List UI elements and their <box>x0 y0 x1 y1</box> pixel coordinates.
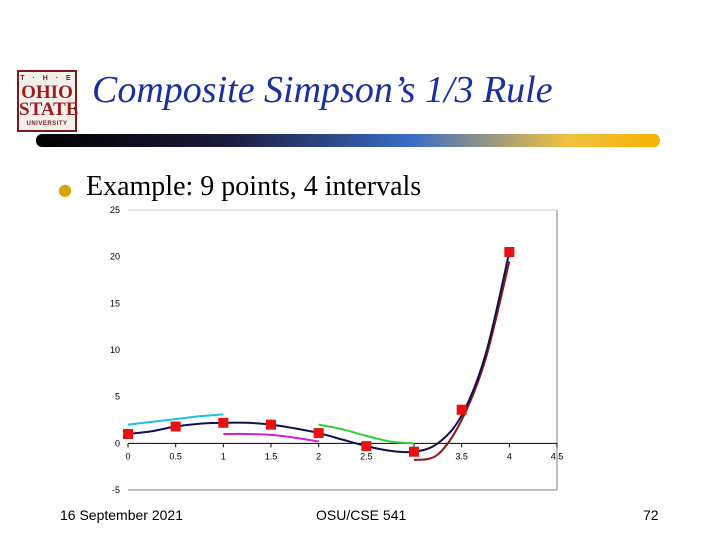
x-tick-label: 4.5 <box>551 451 564 461</box>
y-tick-label: 20 <box>110 252 120 262</box>
x-tick-label: 3.5 <box>455 451 468 461</box>
x-tick-label: 2 <box>316 451 321 461</box>
data-point <box>504 247 515 257</box>
data-point <box>313 428 324 439</box>
data-point <box>218 417 229 428</box>
logo-top-text: T · H · E <box>20 75 74 82</box>
data-point <box>266 419 276 430</box>
university-logo: T · H · E OHIO STATE UNIVERSITY <box>17 70 79 132</box>
y-tick-label: -5 <box>112 485 120 495</box>
x-tick-label: 4 <box>507 451 512 461</box>
bullet-icon: ● <box>58 180 72 199</box>
y-tick-label: 15 <box>110 298 120 308</box>
title-underline-bar <box>36 134 660 147</box>
series-line <box>413 261 511 462</box>
series-line <box>127 413 224 426</box>
simpson-chart: -5 0 5 10 15 20 25 0 0.5 1 1.5 2 2.5 3.5 4 4.5 <box>110 205 564 495</box>
logo-line1: OHIO <box>21 82 73 103</box>
footer-course: OSU/CSE 541 <box>316 507 407 523</box>
y-tick-label: 5 <box>115 392 120 402</box>
x-tick-label: 1.5 <box>265 451 278 461</box>
y-tick-label: 0 <box>115 438 120 448</box>
series-line <box>127 251 511 454</box>
data-point <box>361 441 372 452</box>
slide-title: Composite Simpson’s 1/3 Rule <box>92 69 553 111</box>
data-point <box>456 404 467 415</box>
x-tick-label: 0.5 <box>169 451 182 461</box>
x-tick-label: 2.5 <box>360 451 373 461</box>
footer-date: 16 September 2021 <box>60 507 183 523</box>
x-tick-label: 0 <box>125 451 130 461</box>
series-line <box>223 432 319 443</box>
bullet-text: Example: 9 points, 4 intervals <box>86 171 422 202</box>
logo-bottom-text: UNIVERSITY <box>26 121 68 127</box>
series-line <box>318 423 415 445</box>
data-point <box>170 421 181 432</box>
x-tick-label: 1 <box>221 451 226 461</box>
y-tick-label: 10 <box>110 345 120 355</box>
data-point <box>409 446 419 457</box>
data-point <box>123 429 133 439</box>
footer-page-number: 72 <box>643 507 659 523</box>
y-tick-label: 25 <box>110 205 120 215</box>
logo-line2: STATE <box>19 99 79 120</box>
